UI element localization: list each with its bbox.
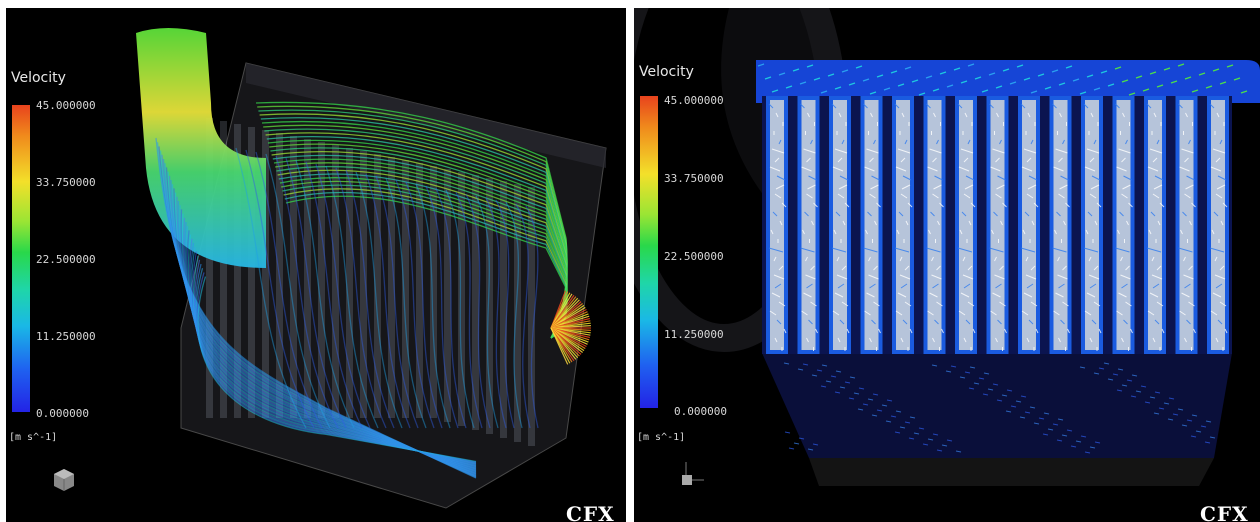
right-view-panel: Velocity 45.000000 33.750000 22.500000 1… bbox=[634, 8, 1260, 522]
scale-tick: 22.500000 bbox=[664, 250, 724, 263]
legend-title: Velocity bbox=[639, 64, 694, 80]
scale-tick: 33.750000 bbox=[664, 172, 724, 185]
color-scale-bar bbox=[640, 96, 658, 408]
scale-tick: 22.500000 bbox=[36, 253, 96, 266]
scale-tick-max: 45.000000 bbox=[36, 99, 96, 112]
left-view-panel: Velocity 45.000000 33.750000 22.500000 1… bbox=[6, 8, 626, 522]
axis-triad-icon bbox=[682, 462, 704, 485]
scale-tick-min: 0.000000 bbox=[36, 407, 89, 420]
scale-tick-max: 45.000000 bbox=[664, 94, 724, 107]
cfx-logo: CFX bbox=[1200, 502, 1249, 522]
scale-unit: [m s^-1] bbox=[637, 432, 686, 443]
axis-triad-icon bbox=[54, 469, 74, 491]
scale-unit: [m s^-1] bbox=[9, 432, 58, 443]
cfx-logo: CFX bbox=[566, 502, 615, 522]
scale-tick-min: 0.000000 bbox=[674, 405, 727, 418]
scale-tick: 11.250000 bbox=[36, 330, 96, 343]
legend-title: Velocity bbox=[11, 70, 66, 86]
scale-tick: 11.250000 bbox=[664, 328, 724, 341]
right-vector-render bbox=[634, 8, 1260, 486]
color-scale-bar bbox=[12, 105, 30, 412]
scale-tick: 33.750000 bbox=[36, 176, 96, 189]
left-streamline-render bbox=[136, 28, 607, 509]
